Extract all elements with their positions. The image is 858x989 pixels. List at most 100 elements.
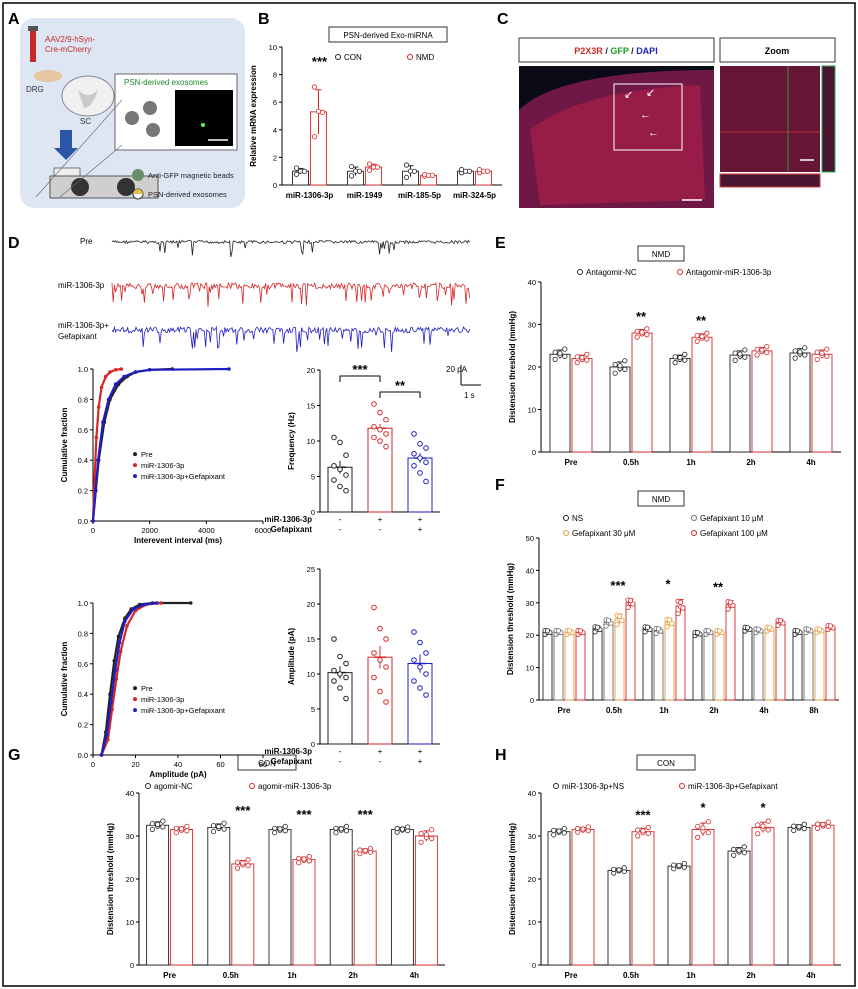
data-point <box>655 626 662 632</box>
data-point <box>645 830 651 836</box>
x-tick-label: 1h <box>659 706 668 715</box>
y-tick-label: 10 <box>307 437 315 446</box>
data-point <box>791 827 797 834</box>
data-point <box>234 859 241 865</box>
y-tick-label: 1.0 <box>78 365 88 374</box>
legend-marker <box>249 783 255 789</box>
y-axis-label: Frequency (Hz) <box>287 412 296 470</box>
bar <box>170 829 194 966</box>
bar <box>811 824 835 966</box>
condition-sign: - <box>379 525 382 534</box>
legend-label: miR-1306-3p+Gefapixant <box>141 706 226 715</box>
data-point <box>331 463 337 469</box>
legend-marker <box>133 474 137 479</box>
data-point <box>277 826 283 832</box>
bar <box>789 352 811 453</box>
data-point <box>682 351 688 357</box>
bar <box>207 826 231 966</box>
y-axis-label: Relative mRNA expression <box>249 65 258 167</box>
data-point <box>614 622 620 628</box>
bar <box>327 672 353 745</box>
bar <box>814 629 825 701</box>
panel-C-zoom-label: Zoom <box>765 46 790 56</box>
zoom-micrograph <box>720 66 820 172</box>
x-tick-label: miR-185-5p <box>398 191 441 200</box>
chart-title-box <box>636 754 696 771</box>
chart-E: 0 10 20 30 40 Distension threshold (mmHg) Pre 0… <box>508 245 841 467</box>
bar <box>329 829 353 966</box>
data-point <box>716 628 723 634</box>
data-point <box>544 628 551 634</box>
panel-D-traces: Pre miR-1306-3p miR-1306-3p+ Gefapixant <box>58 237 470 353</box>
panel-letter-D: D <box>8 235 20 252</box>
data-point <box>619 617 625 624</box>
x-tick-label: 2h <box>746 458 755 467</box>
data-point <box>694 630 701 636</box>
data-point <box>754 352 760 358</box>
trace-label: Pre <box>80 237 93 246</box>
y-axis-label: Distension threshold (mmHg) <box>508 311 517 423</box>
data-point <box>611 866 617 872</box>
significance-stars: *** <box>610 578 626 593</box>
data-point <box>184 823 190 830</box>
x-tick-label: 4000 <box>198 526 215 535</box>
data-point <box>671 862 677 868</box>
data-point <box>639 329 645 335</box>
data-point <box>814 356 820 363</box>
bar <box>146 824 170 966</box>
y-tick-label: 40 <box>526 566 534 575</box>
legend-exo-text: PSN-derived exosomes <box>148 190 227 199</box>
data-point <box>627 597 634 604</box>
data-point <box>622 358 628 364</box>
data-point <box>337 653 343 660</box>
data-point <box>551 832 557 838</box>
y-tick-label: 50 <box>526 534 534 543</box>
y-tick-label: 4 <box>273 126 277 135</box>
data-point <box>819 350 825 356</box>
significance-stars: *** <box>296 807 312 822</box>
condition-row-label: Gefapixant <box>271 757 313 766</box>
data-point <box>705 830 711 836</box>
data-point <box>742 354 748 360</box>
legend-marker <box>563 530 569 536</box>
bar <box>725 603 736 701</box>
data-point <box>348 173 355 179</box>
data-point <box>731 846 737 852</box>
data-point <box>616 613 623 619</box>
data-point <box>664 624 670 630</box>
data-point <box>574 354 580 360</box>
exosome-micrograph <box>175 90 233 146</box>
data-point <box>741 844 747 850</box>
data-point <box>296 855 302 862</box>
panel-C-zoom-label-box <box>719 37 836 63</box>
callout-line-1 <box>35 99 123 198</box>
spinal-cord-gray-matter-icon <box>78 90 98 108</box>
scalebar-x-label: 1 s <box>464 391 475 400</box>
data-point <box>343 823 350 830</box>
condition-sign: - <box>379 757 382 766</box>
data-point <box>210 823 217 829</box>
data-point <box>552 356 558 363</box>
bar <box>664 621 675 701</box>
panel-C: P2X3R / GFP / DAPI Zoom ↙ ↙ ← ← <box>518 37 836 208</box>
data-point <box>216 823 222 830</box>
bar <box>803 629 814 701</box>
bar <box>692 633 703 701</box>
x-tick-label: 0.5h <box>606 706 622 715</box>
x-tick-label: Pre <box>163 971 176 980</box>
data-point <box>357 847 363 853</box>
data-point <box>634 328 640 334</box>
data-point <box>331 678 337 684</box>
data-point <box>366 161 373 167</box>
data-point <box>744 624 751 631</box>
data-point <box>797 349 803 355</box>
scalebar-y-label: 20 pA <box>446 365 468 374</box>
data-point <box>579 355 585 361</box>
bar <box>553 631 564 701</box>
data-point <box>605 617 612 623</box>
data-point <box>621 865 627 871</box>
panel-letter-H: H <box>495 747 507 764</box>
data-point <box>634 334 640 340</box>
data-point <box>824 353 830 359</box>
bar <box>753 629 764 701</box>
